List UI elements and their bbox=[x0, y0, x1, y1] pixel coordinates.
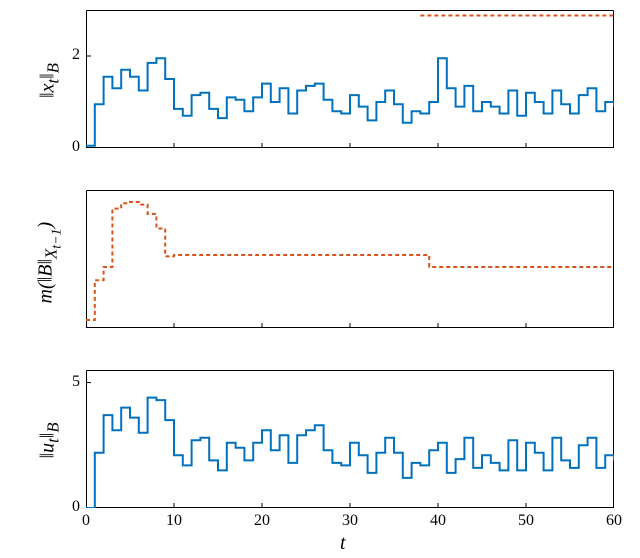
xlabel: t bbox=[340, 532, 346, 555]
ylabel: ‖ut‖B bbox=[37, 381, 64, 501]
xtick-label: 40 bbox=[426, 512, 450, 530]
panel-p3 bbox=[86, 370, 614, 508]
xtick-label: 30 bbox=[338, 512, 362, 530]
ytick-label: 5 bbox=[72, 373, 80, 391]
panel-p1 bbox=[86, 10, 614, 148]
figure: 02‖xt‖Bm(‖B‖Xt−1)050102030405060‖ut‖Bt bbox=[0, 0, 640, 558]
plot-svg bbox=[86, 370, 614, 508]
xtick-label: 0 bbox=[74, 512, 98, 530]
xtick-label: 50 bbox=[514, 512, 538, 530]
plot-svg bbox=[86, 10, 614, 148]
panel-p2 bbox=[86, 190, 614, 328]
plot-svg bbox=[86, 190, 614, 328]
ytick-label: 2 bbox=[72, 46, 80, 64]
ylabel: m(‖B‖Xt−1) bbox=[34, 203, 65, 323]
xtick-label: 60 bbox=[602, 512, 626, 530]
xtick-label: 10 bbox=[162, 512, 186, 530]
ytick-label: 0 bbox=[72, 138, 80, 156]
xtick-label: 20 bbox=[250, 512, 274, 530]
ylabel: ‖xt‖B bbox=[37, 21, 64, 141]
